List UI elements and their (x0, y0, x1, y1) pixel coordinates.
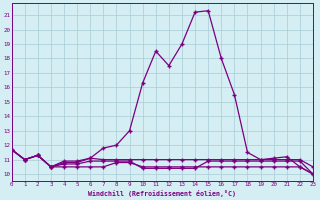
X-axis label: Windchill (Refroidissement éolien,°C): Windchill (Refroidissement éolien,°C) (88, 190, 236, 197)
